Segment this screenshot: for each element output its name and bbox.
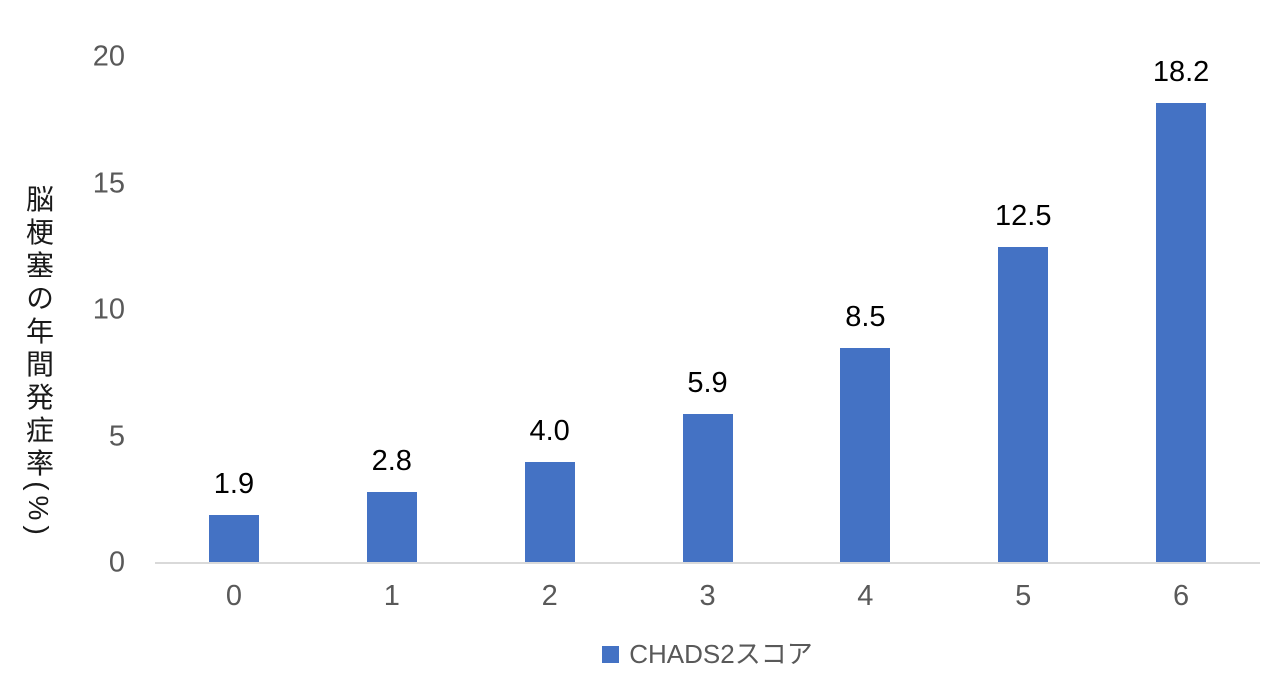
y-axis-tick-label: 15 [92,167,125,199]
x-axis-tick-label: 2 [541,580,558,612]
y-axis-ticks: 0 5 10 15 20 [0,0,125,692]
y-axis-tick-label: 20 [92,40,125,73]
bar-slot: 2.8 [313,57,471,563]
y-axis-title: 脳梗塞の年間発症率(%) [23,184,54,540]
bars-container: 1.9 2.8 4.0 5.9 8.5 12.5 18.2 [155,57,1260,563]
x-axis-tick-label: 0 [225,580,242,612]
bar [524,461,575,563]
y-axis-tick-label: 0 [108,546,125,579]
x-axis-line [155,562,1260,564]
x-axis-tick-label: 4 [857,580,874,612]
bar-value-label: 8.5 [845,300,886,333]
y-axis-tick-label: 5 [108,420,125,452]
x-axis-labels: 0 1 2 3 4 5 6 [155,582,1260,611]
legend: CHADS2スコア [155,641,1260,667]
plot-area: 1.9 2.8 4.0 5.9 8.5 12.5 18.2 [155,57,1260,564]
x-axis-tick-label: 6 [1173,580,1190,612]
bar-value-label: 2.8 [371,445,412,478]
bar-slot: 4.0 [471,57,629,563]
x-axis-tick-label: 1 [383,580,400,612]
bar [840,347,891,563]
bar [682,413,733,563]
y-axis-tick-label: 10 [92,293,125,326]
bar-slot: 1.9 [155,57,313,563]
bar-value-label: 5.9 [687,366,728,399]
bar [998,246,1049,563]
bar-slot: 5.9 [629,57,787,563]
bar-value-label: 4.0 [529,414,570,447]
x-axis-tick-label: 3 [699,580,716,612]
bar-slot: 8.5 [786,57,944,563]
bar-slot: 12.5 [944,57,1102,563]
legend-label: CHADS2スコア [629,639,813,669]
x-axis-tick-label: 5 [1015,580,1032,612]
bar-slot: 18.2 [1102,57,1260,563]
bar-value-label: 12.5 [995,199,1052,232]
bar-value-label: 18.2 [1152,55,1210,88]
legend-marker-square-icon [602,645,620,663]
bar-value-label: 1.9 [213,467,255,500]
bar [208,514,259,563]
bar [366,492,417,563]
bar [1156,102,1207,563]
